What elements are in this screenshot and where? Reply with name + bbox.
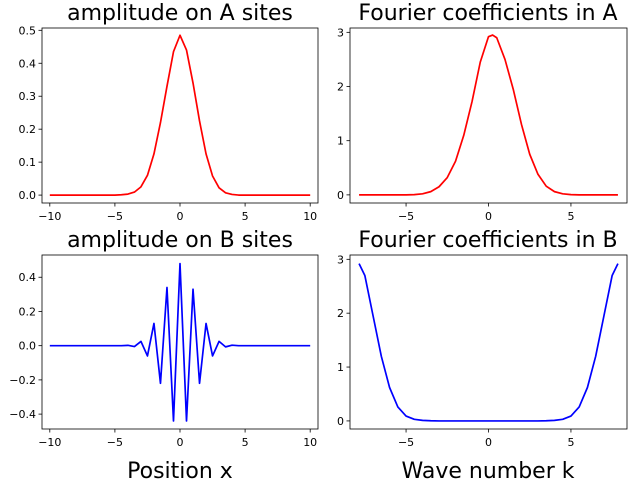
y-tick-label: 0.3 xyxy=(19,90,37,103)
x-tick-label: 5 xyxy=(567,210,574,223)
y-tick-label: 0.4 xyxy=(19,271,37,284)
series-line xyxy=(358,263,619,422)
y-tick-label: −0.2 xyxy=(9,374,36,387)
x-axis-label: Wave number k xyxy=(402,459,575,480)
y-tick-label: 0.1 xyxy=(19,156,37,169)
x-tick-label: 10 xyxy=(303,210,317,223)
panel-title: amplitude on A sites xyxy=(67,1,293,26)
y-tick-label: 2 xyxy=(337,81,344,94)
panel-fourier-b: Fourier coefficients in B Wave number k … xyxy=(337,228,628,480)
x-tick-label: −5 xyxy=(398,210,414,223)
y-tick-label: 2 xyxy=(337,307,344,320)
panel-title: Fourier coefficients in A xyxy=(358,1,617,26)
y-tick-label: 0 xyxy=(337,189,344,202)
panel-title: Fourier coefficients in B xyxy=(358,228,617,253)
panel-amplitude-b: amplitude on B sites Position x −10 −5 0 5 1… xyxy=(9,228,319,480)
series-line xyxy=(49,262,311,422)
x-tick-label: 0 xyxy=(485,436,492,449)
x-tick-label: 0 xyxy=(177,436,184,449)
x-tick-label: 0 xyxy=(177,210,184,223)
panel-title: amplitude on B sites xyxy=(67,228,293,253)
y-tick-label: 0.2 xyxy=(19,123,37,136)
y-tick-label: 1 xyxy=(337,135,344,148)
y-tick-label: 0.0 xyxy=(19,340,37,353)
x-tick-label: 5 xyxy=(242,436,249,449)
y-tick-label: 0.2 xyxy=(19,305,37,318)
panel-fourier-a: Fourier coefficients in A −5 0 5 0 1 2 3 xyxy=(337,1,628,223)
y-tick-label: 0.0 xyxy=(19,189,37,202)
x-tick-label: 5 xyxy=(567,436,574,449)
y-tick-label: 1 xyxy=(337,361,344,374)
x-tick-label: −10 xyxy=(38,210,61,223)
x-tick-label: 10 xyxy=(303,436,317,449)
y-tick-label: 0 xyxy=(337,415,344,428)
x-tick-label: 5 xyxy=(242,210,249,223)
x-tick-label: 0 xyxy=(485,210,492,223)
panel-amplitude-a: amplitude on A sites −10 −5 0 5 10 0.0 0.1 0.2 0… xyxy=(19,1,319,223)
y-tick-label: 3 xyxy=(337,253,344,266)
y-tick-label: 0.5 xyxy=(19,24,37,37)
x-tick-label: −5 xyxy=(107,436,123,449)
x-tick-label: −10 xyxy=(38,436,61,449)
y-tick-label: −0.4 xyxy=(9,408,36,421)
x-tick-label: −5 xyxy=(398,436,414,449)
y-tick-label: 3 xyxy=(337,26,344,39)
x-tick-label: −5 xyxy=(107,210,123,223)
series-line xyxy=(49,34,311,196)
x-axis-label: Position x xyxy=(127,459,233,480)
series-line xyxy=(359,34,618,196)
y-tick-label: 0.4 xyxy=(19,57,37,70)
